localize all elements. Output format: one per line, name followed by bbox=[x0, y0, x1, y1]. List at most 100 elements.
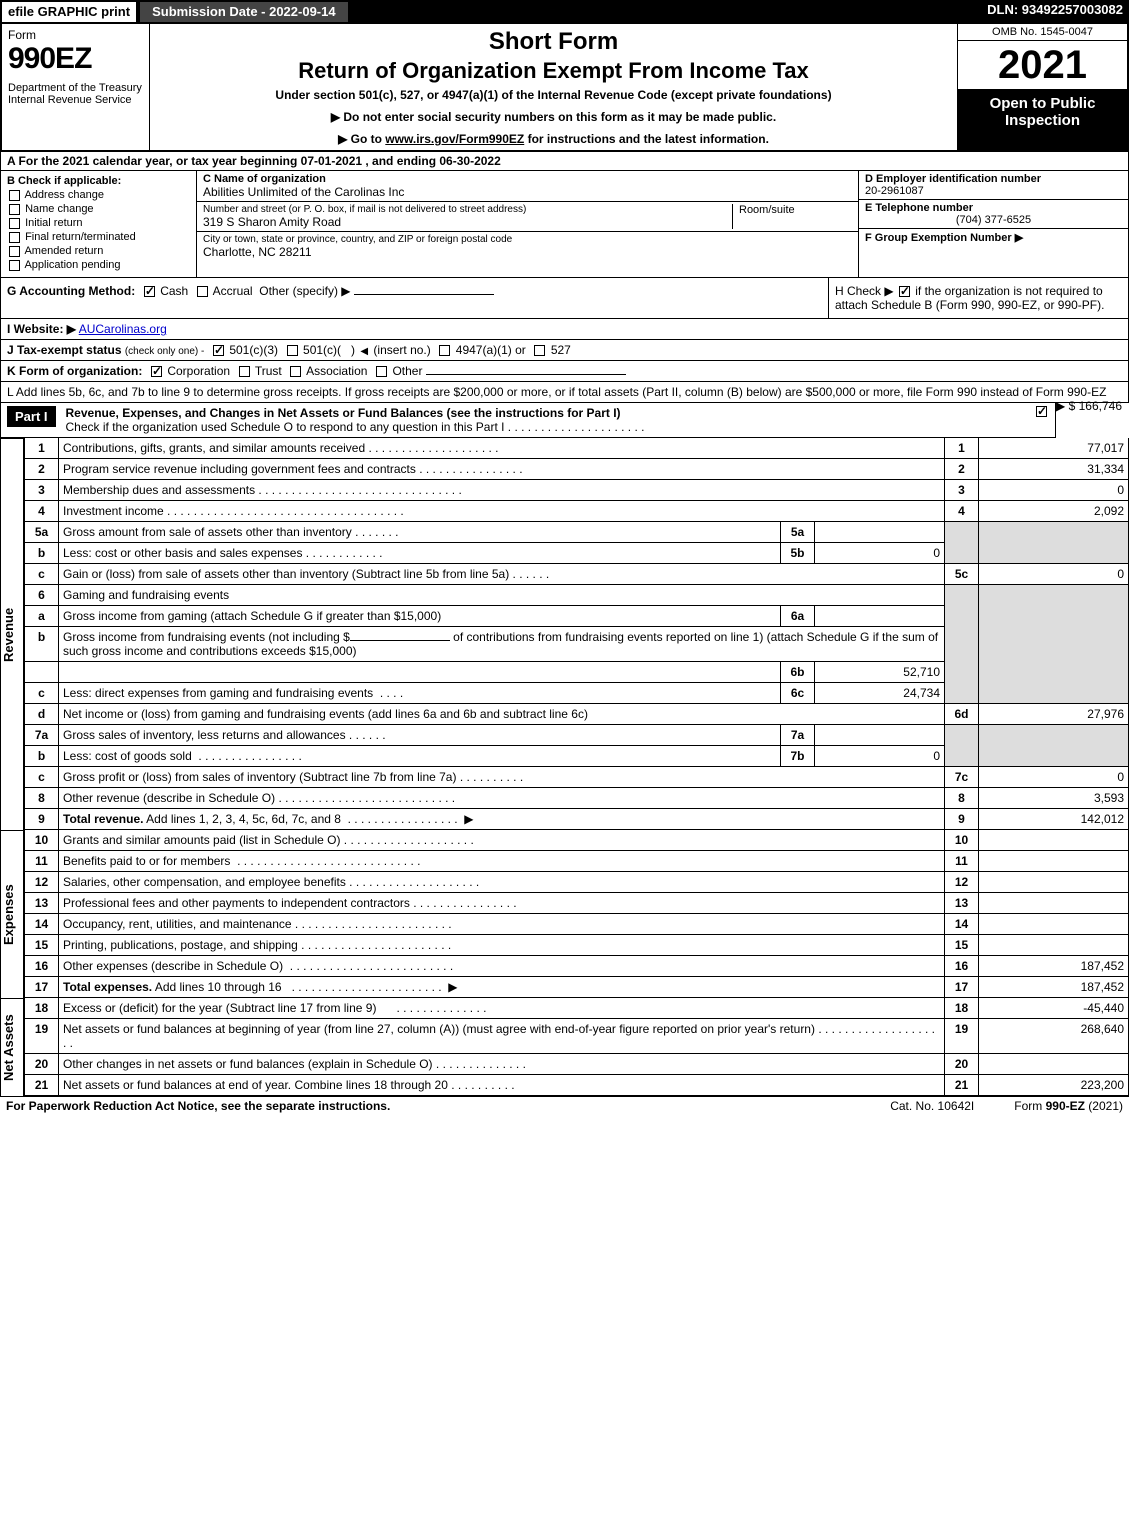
l6a-val bbox=[815, 606, 945, 627]
revenue-table: 1Contributions, gifts, grants, and simil… bbox=[24, 438, 1129, 830]
section-k: K Form of organization: Corporation Trus… bbox=[0, 361, 1129, 382]
chk-527[interactable] bbox=[534, 345, 545, 356]
section-a-text: A For the 2021 calendar year, or tax yea… bbox=[7, 154, 501, 168]
chk-schedule-b[interactable] bbox=[899, 286, 910, 297]
chk-corporation[interactable] bbox=[151, 366, 162, 377]
city-state-zip: Charlotte, NC 28211 bbox=[203, 245, 512, 259]
line-10: 10Grants and similar amounts paid (list … bbox=[25, 830, 1129, 851]
l2-desc: Program service revenue including govern… bbox=[63, 462, 416, 476]
line-3: 3Membership dues and assessments . . . .… bbox=[25, 480, 1129, 501]
l3-desc: Membership dues and assessments bbox=[63, 483, 255, 497]
l11-desc: Benefits paid to or for members bbox=[63, 854, 230, 868]
l13-desc: Professional fees and other payments to … bbox=[63, 896, 410, 910]
l15-val bbox=[979, 935, 1129, 956]
c-name-label: C Name of organization bbox=[203, 173, 852, 185]
j-label: J Tax-exempt status bbox=[7, 343, 122, 357]
section-gh: G Accounting Method: Cash Accrual Other … bbox=[0, 278, 1129, 319]
chk-association[interactable] bbox=[290, 366, 301, 377]
short-form-title: Short Form bbox=[158, 28, 949, 56]
section-a: A For the 2021 calendar year, or tax yea… bbox=[0, 152, 1129, 171]
efile-print-button[interactable]: efile GRAPHIC print bbox=[0, 0, 138, 24]
expenses-side-label: Expenses bbox=[0, 830, 24, 998]
line-8: 8Other revenue (describe in Schedule O) … bbox=[25, 788, 1129, 809]
l6-desc: Gaming and fundraising events bbox=[59, 585, 945, 606]
line-7c: cGross profit or (loss) from sales of in… bbox=[25, 767, 1129, 788]
section-bc-row: B Check if applicable: Address change Na… bbox=[0, 171, 1129, 278]
l6b-input[interactable] bbox=[350, 640, 450, 641]
goto-post: for instructions and the latest informat… bbox=[524, 132, 769, 146]
c-street-label: Number and street (or P. O. box, if mail… bbox=[203, 204, 732, 215]
chk-accrual[interactable] bbox=[197, 286, 208, 297]
line-5a: 5aGross amount from sale of assets other… bbox=[25, 522, 1129, 543]
line-11: 11Benefits paid to or for members . . . … bbox=[25, 851, 1129, 872]
e-label: E Telephone number bbox=[865, 202, 1122, 214]
line-6d: dNet income or (loss) from gaming and fu… bbox=[25, 704, 1129, 725]
l21-desc: Net assets or fund balances at end of ye… bbox=[63, 1078, 448, 1092]
chk-501c[interactable] bbox=[287, 345, 298, 356]
top-bar: efile GRAPHIC print Submission Date - 20… bbox=[0, 0, 1129, 24]
b-item-1: Name change bbox=[25, 203, 94, 215]
form-title-block: Short Form Return of Organization Exempt… bbox=[150, 24, 957, 150]
l5a-desc: Gross amount from sale of assets other t… bbox=[63, 525, 352, 539]
j-small: (check only one) - bbox=[125, 346, 204, 357]
chk-final-return[interactable] bbox=[9, 232, 20, 243]
l14-desc: Occupancy, rent, utilities, and maintena… bbox=[63, 917, 292, 931]
chk-cash[interactable] bbox=[144, 286, 155, 297]
expenses-section: Expenses 10Grants and similar amounts pa… bbox=[0, 830, 1129, 998]
section-g: G Accounting Method: Cash Accrual Other … bbox=[1, 278, 828, 318]
revenue-section: Revenue 1Contributions, gifts, grants, a… bbox=[0, 438, 1129, 830]
l-text: L Add lines 5b, 6c, and 7b to line 9 to … bbox=[7, 385, 1106, 399]
ein: 20-2961087 bbox=[865, 185, 1122, 197]
section-h: H Check ▶ if the organization is not req… bbox=[828, 278, 1128, 318]
room-suite-label: Room/suite bbox=[732, 204, 852, 229]
chk-trust[interactable] bbox=[239, 366, 250, 377]
l6a-desc: Gross income from gaming (attach Schedul… bbox=[63, 609, 441, 623]
k-corp: Corporation bbox=[167, 364, 230, 378]
chk-501c3[interactable] bbox=[213, 345, 224, 356]
footer-right: Form 990-EZ (2021) bbox=[1014, 1099, 1123, 1113]
b-item-2: Initial return bbox=[25, 217, 82, 229]
l8-val: 3,593 bbox=[979, 788, 1129, 809]
g-other-input[interactable] bbox=[354, 294, 494, 295]
l13-val bbox=[979, 893, 1129, 914]
irs-link[interactable]: www.irs.gov/Form990EZ bbox=[385, 132, 524, 146]
chk-other-org[interactable] bbox=[376, 366, 387, 377]
telephone: (704) 377-6525 bbox=[865, 214, 1122, 226]
l6c-desc: Less: direct expenses from gaming and fu… bbox=[63, 686, 373, 700]
chk-amended-return[interactable] bbox=[9, 246, 20, 257]
chk-schedule-o[interactable] bbox=[1036, 406, 1047, 417]
line-12: 12Salaries, other compensation, and empl… bbox=[25, 872, 1129, 893]
revenue-side-label: Revenue bbox=[0, 438, 24, 830]
section-l: L Add lines 5b, 6c, and 7b to line 9 to … bbox=[0, 382, 1129, 403]
chk-initial-return[interactable] bbox=[9, 218, 20, 229]
omb-number: OMB No. 1545-0047 bbox=[958, 24, 1127, 41]
goto-pre: ▶ Go to bbox=[338, 132, 385, 146]
chk-app-pending[interactable] bbox=[9, 260, 20, 271]
l6b-pre: Gross income from fundraising events (no… bbox=[63, 630, 350, 644]
chk-address-change[interactable] bbox=[9, 190, 20, 201]
section-i: I Website: ▶ AUCarolinas.org bbox=[0, 319, 1129, 340]
l1-desc: Contributions, gifts, grants, and simila… bbox=[63, 441, 365, 455]
l12-desc: Salaries, other compensation, and employ… bbox=[63, 875, 346, 889]
line-19: 19Net assets or fund balances at beginni… bbox=[25, 1019, 1129, 1054]
line-5c: cGain or (loss) from sale of assets othe… bbox=[25, 564, 1129, 585]
netassets-side-label: Net Assets bbox=[0, 998, 24, 1096]
b-label: B Check if applicable: bbox=[7, 175, 190, 187]
chk-4947[interactable] bbox=[439, 345, 450, 356]
l6d-desc: Net income or (loss) from gaming and fun… bbox=[59, 704, 945, 725]
h-pre: H Check ▶ bbox=[835, 284, 897, 298]
line-6: 6Gaming and fundraising events bbox=[25, 585, 1129, 606]
chk-name-change[interactable] bbox=[9, 204, 20, 215]
netassets-table: 18Excess or (deficit) for the year (Subt… bbox=[24, 998, 1129, 1096]
l3-val: 0 bbox=[979, 480, 1129, 501]
l10-val bbox=[979, 830, 1129, 851]
line-20: 20Other changes in net assets or fund ba… bbox=[25, 1054, 1129, 1075]
b-item-3: Final return/terminated bbox=[25, 231, 136, 243]
website-link[interactable]: AUCarolinas.org bbox=[79, 322, 167, 336]
line-2: 2Program service revenue including gover… bbox=[25, 459, 1129, 480]
l5b-val: 0 bbox=[815, 543, 945, 564]
i-label: I Website: ▶ bbox=[7, 322, 76, 336]
footer-catno: Cat. No. 10642I bbox=[890, 1099, 974, 1113]
l7c-val: 0 bbox=[979, 767, 1129, 788]
k-other-input[interactable] bbox=[426, 374, 626, 375]
